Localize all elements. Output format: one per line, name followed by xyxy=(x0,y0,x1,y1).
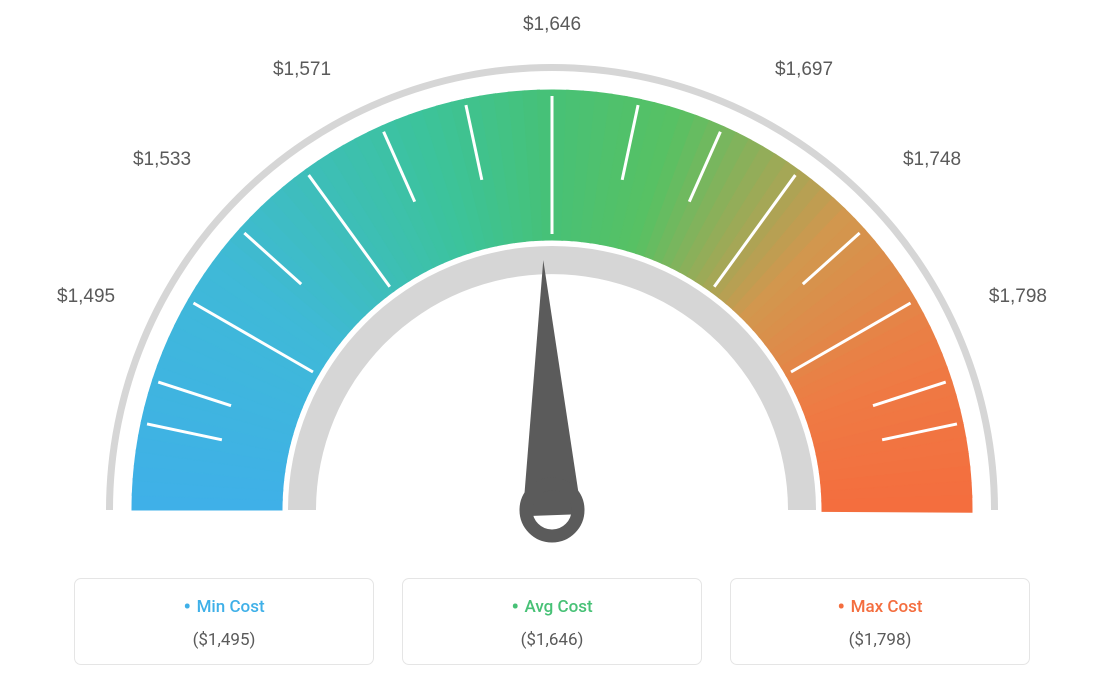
gauge-chart: $1,495 $1,533 $1,571 $1,646 $1,697 $1,748 $1,7… xyxy=(52,10,1052,570)
gauge-tick-label: $1,533 xyxy=(133,149,191,170)
gauge-tick-label: $1,571 xyxy=(273,59,331,80)
gauge-tick-label: $1,697 xyxy=(775,59,833,80)
legend-label-avg: Avg Cost xyxy=(403,595,701,620)
legend-label-max: Max Cost xyxy=(731,595,1029,620)
gauge-tick-label: $1,495 xyxy=(57,286,115,307)
legend-label-min: Min Cost xyxy=(75,595,373,620)
gauge-tick-label: $1,748 xyxy=(903,149,961,170)
legend-card-min: Min Cost ($1,495) xyxy=(74,578,374,665)
legend-value-avg: ($1,646) xyxy=(403,630,701,650)
gauge-svg: $1,495 $1,533 $1,571 $1,646 $1,697 $1,748 $1,7… xyxy=(52,10,1052,570)
gauge-tick-label: $1,646 xyxy=(523,14,581,35)
legend-value-max: ($1,798) xyxy=(731,630,1029,650)
legend-card-max: Max Cost ($1,798) xyxy=(730,578,1030,665)
gauge-tick-label: $1,798 xyxy=(989,286,1047,307)
legend-value-min: ($1,495) xyxy=(75,630,373,650)
legend-card-avg: Avg Cost ($1,646) xyxy=(402,578,702,665)
legend-row: Min Cost ($1,495) Avg Cost ($1,646) Max … xyxy=(0,578,1104,665)
